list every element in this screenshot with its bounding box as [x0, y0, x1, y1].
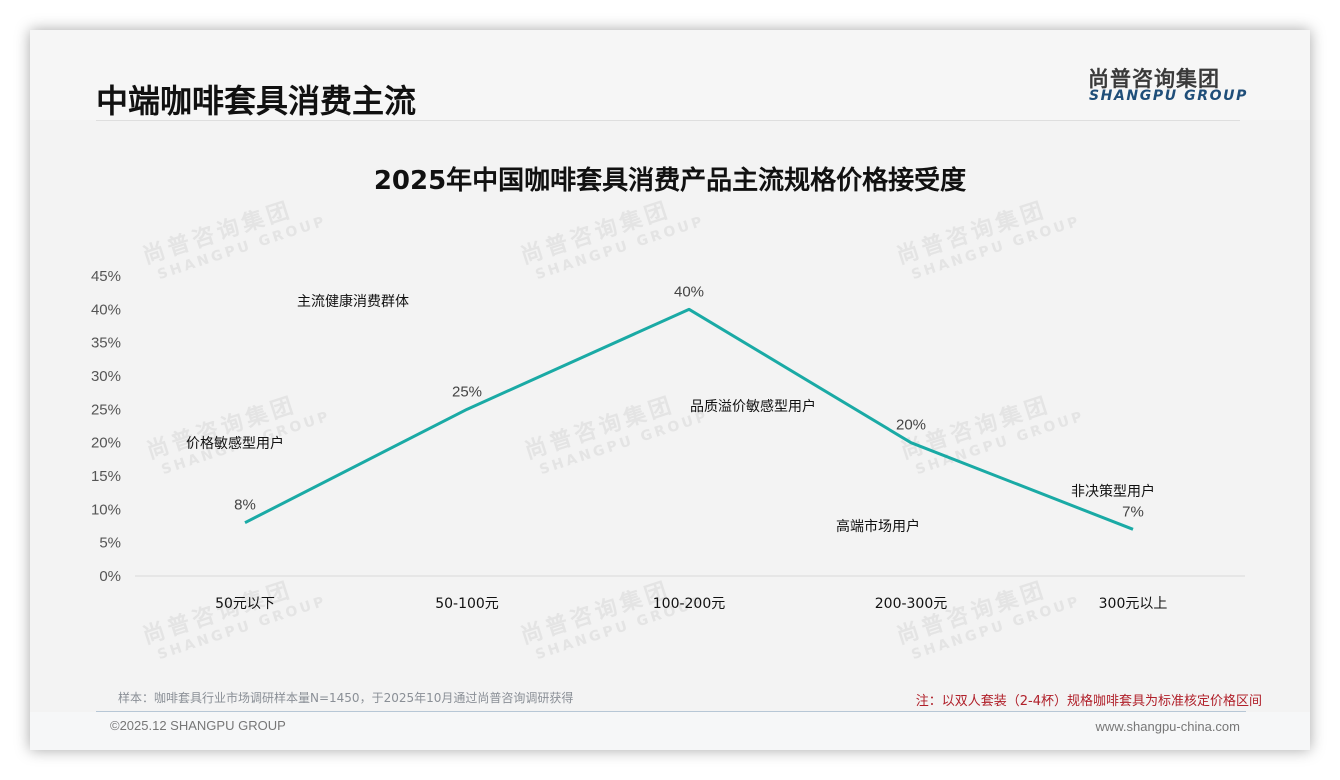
y-tick-label: 35% — [91, 335, 121, 352]
y-tick-label: 5% — [99, 535, 121, 552]
sample-note: 样本：咖啡套具行业市场调研样本量N=1450，于2025年10月通过尚普咨询调研… — [118, 691, 574, 705]
x-tick-label: 50-100元 — [435, 596, 499, 612]
x-axis: 50元以下 50-100元 100-200元 200-300元 300元以上 — [215, 596, 1167, 612]
y-axis: 0% 5% 10% 15% 20% 25% 30% 35% 40% 45% — [91, 268, 121, 585]
annotation-label: 品质溢价敏感型用户 — [690, 398, 816, 415]
x-tick-label: 50元以下 — [215, 596, 275, 612]
data-labels: 8% 25% 40% 20% 7% — [234, 283, 1144, 520]
y-tick-label: 45% — [91, 268, 121, 285]
annotation-label: 主流健康消费群体 — [297, 293, 409, 310]
data-label: 7% — [1122, 503, 1144, 520]
x-tick-label: 200-300元 — [875, 596, 948, 612]
title-divider — [96, 120, 1240, 121]
footer-band — [30, 712, 1310, 750]
slide: 中端咖啡套具消费主流 尚普咨询集团 SHANGPU GROUP 尚普咨询集团 SH… — [30, 30, 1310, 750]
line-chart: 0% 5% 10% 15% 20% 25% 30% 35% 40% 45% 50元以下 50-100… — [91, 268, 1245, 612]
logo-english: SHANGPU GROUP — [1089, 88, 1248, 104]
x-tick-label: 300元以上 — [1099, 596, 1168, 612]
chart-title: 2025年中国咖啡套具消费产品主流规格价格接受度 — [373, 166, 967, 196]
data-label: 20% — [896, 417, 926, 434]
y-tick-label: 20% — [91, 435, 121, 452]
copyright: ©2025.12 SHANGPU GROUP — [110, 718, 286, 733]
price-note: 注：以双人套装（2-4杯）规格咖啡套具为标准核定价格区间 — [915, 694, 1262, 709]
data-label: 25% — [452, 383, 482, 400]
x-tick-label: 100-200元 — [653, 596, 726, 612]
series-line — [244, 307, 1134, 531]
y-tick-label: 40% — [91, 301, 121, 318]
website-link[interactable]: www.shangpu-china.com — [1095, 719, 1240, 734]
data-label: 40% — [674, 283, 704, 300]
page-title: 中端咖啡套具消费主流 — [96, 82, 417, 120]
annotation-label: 价格敏感型用户 — [186, 435, 284, 452]
y-tick-label: 0% — [99, 568, 121, 585]
logo-chinese: 尚普咨询集团 — [1088, 67, 1220, 91]
y-tick-label: 25% — [91, 401, 121, 418]
data-label: 8% — [234, 497, 256, 514]
y-tick-label: 30% — [91, 368, 121, 385]
footer-divider — [96, 711, 1246, 712]
y-tick-label: 10% — [91, 501, 121, 518]
header-band — [30, 30, 1310, 120]
annotation-label: 高端市场用户 — [836, 518, 920, 535]
y-tick-label: 15% — [91, 468, 121, 485]
annotation-label: 非决策型用户 — [1071, 483, 1155, 500]
